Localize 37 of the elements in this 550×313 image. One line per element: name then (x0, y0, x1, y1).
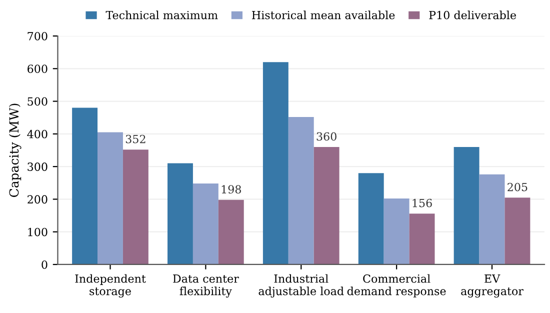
bar (358, 173, 384, 264)
legend-label: Historical mean available (252, 10, 395, 20)
y-tick-label: 0 (42, 260, 48, 269)
data-label: 352 (126, 134, 146, 144)
data-label: 156 (412, 198, 432, 208)
data-label: 360 (316, 132, 336, 141)
y-tick-label: 300 (28, 162, 48, 171)
bar (218, 200, 244, 264)
y-tick-label: 100 (28, 228, 48, 236)
y-tick-label: 600 (28, 64, 48, 74)
y-axis-title: Capacity (MW) (8, 104, 22, 198)
x-tick-label: Commercial demand response (347, 274, 446, 298)
x-tick-label: Independent storage (75, 274, 146, 298)
legend-label: Technical maximum (106, 10, 218, 20)
bar (504, 198, 530, 264)
bar (122, 150, 148, 264)
bar (384, 198, 410, 264)
bar (479, 174, 505, 264)
bar (314, 146, 340, 264)
y-tick-label: 400 (27, 130, 48, 138)
legend-label: P10 deliverable (429, 10, 516, 20)
y-tick-label: 700 (28, 32, 48, 40)
bar (72, 108, 98, 264)
y-tick-label: 500 (28, 97, 48, 106)
x-tick-label: Industrial adjustable load (258, 274, 344, 298)
bar (288, 116, 314, 264)
bar (168, 163, 193, 264)
y-tick-label: 200 (28, 195, 48, 204)
bar (192, 184, 218, 264)
data-label: 198 (222, 185, 241, 194)
x-tick-label: Data center flexibility (173, 274, 239, 298)
bar (262, 62, 288, 264)
x-tick-label: EV aggregator (461, 274, 524, 298)
bar (454, 146, 480, 264)
bar (98, 132, 123, 264)
data-label: 205 (508, 182, 528, 192)
bar (409, 214, 435, 264)
